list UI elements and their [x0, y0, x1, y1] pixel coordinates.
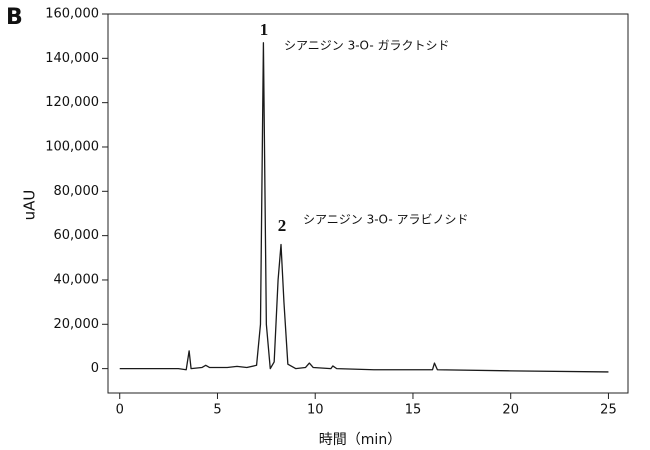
- y-tick-label: 80,000: [54, 184, 100, 199]
- y-tick-label: 60,000: [54, 228, 100, 243]
- y-axis-label: uAU: [21, 190, 39, 221]
- x-tick-label: 25: [600, 403, 617, 418]
- y-tick-label: 100,000: [45, 139, 99, 154]
- y-tick-label: 140,000: [45, 51, 99, 66]
- peak-annotation: シアニジン 3-O- ガラクトシド: [284, 39, 449, 53]
- y-tick-label: 120,000: [45, 95, 99, 110]
- chromatogram-trace: [119, 42, 609, 373]
- peak-annotation: シアニジン 3-O- アラビノシド: [303, 213, 468, 227]
- panel-label: B: [6, 5, 23, 30]
- y-tick-label: 0: [91, 361, 99, 376]
- x-tick-label: 10: [307, 403, 324, 418]
- peak-number: 2: [278, 216, 287, 235]
- y-tick-label: 20,000: [54, 317, 100, 332]
- y-tick-label: 40,000: [54, 272, 100, 287]
- plot-frame: [107, 13, 629, 394]
- x-tick-label: 5: [213, 403, 221, 418]
- x-tick-label: 20: [502, 403, 519, 418]
- x-tick-label: 15: [405, 403, 422, 418]
- peak-number: 1: [260, 20, 269, 39]
- y-tick-label: 160,000: [45, 7, 99, 22]
- x-axis-label: 時間（min）: [319, 432, 401, 448]
- x-tick-label: 0: [116, 403, 124, 418]
